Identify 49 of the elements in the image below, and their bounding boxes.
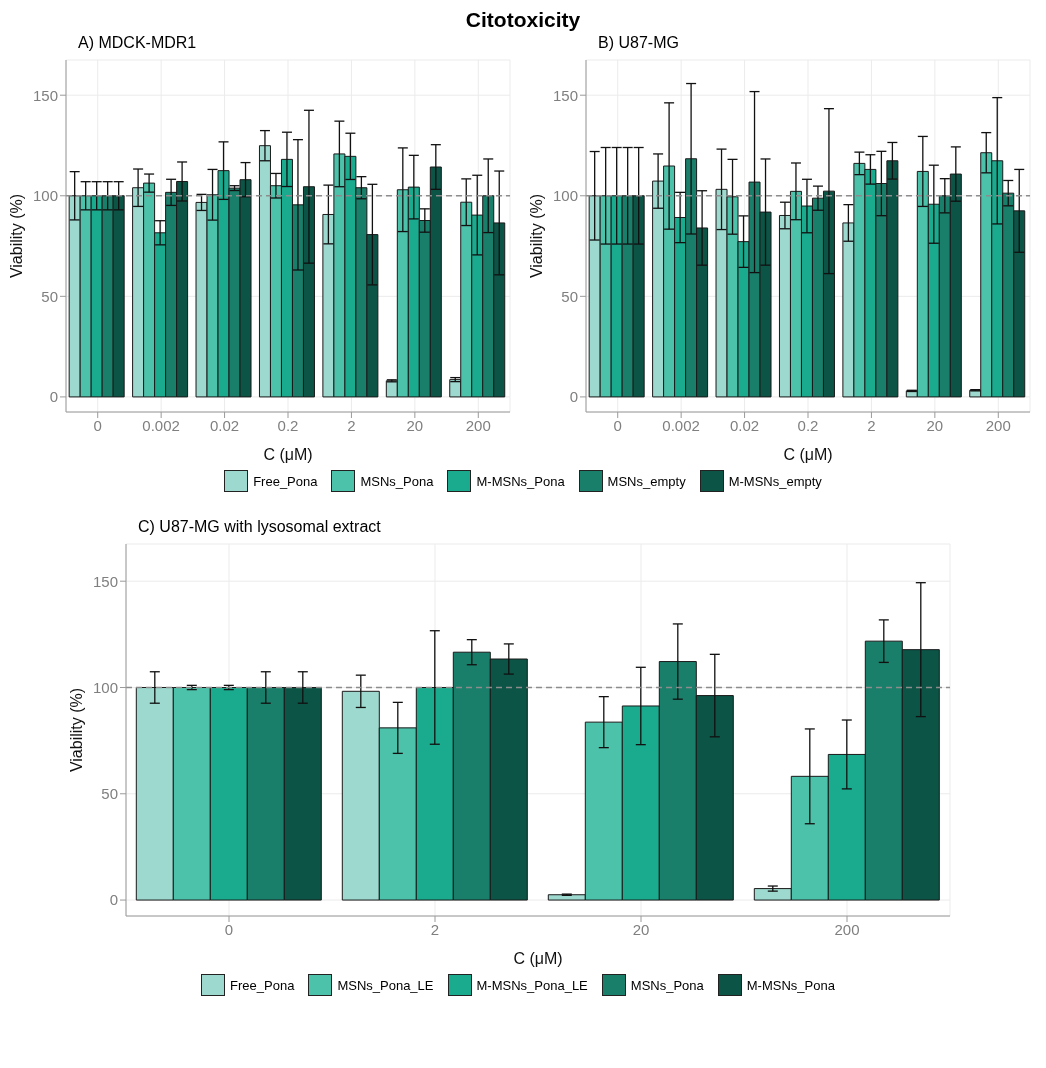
x-tick-label: 2 bbox=[867, 416, 876, 434]
x-tick-label: 200 bbox=[465, 416, 491, 434]
y-tick-label: 50 bbox=[41, 287, 58, 305]
x-tick-label: 0.02 bbox=[209, 416, 240, 434]
x-tick-label: 20 bbox=[406, 416, 424, 434]
y-tick-label: 100 bbox=[552, 187, 578, 205]
x-tick-label: 200 bbox=[985, 416, 1011, 434]
x-tick-label: 0.02 bbox=[729, 416, 760, 434]
legend-label: MSNs_Pona bbox=[630, 977, 704, 993]
y-tick-label: 150 bbox=[92, 572, 118, 590]
y-tick-label: 150 bbox=[32, 86, 58, 104]
x-tick-label: 0.002 bbox=[142, 416, 180, 434]
chart-subtitle: A) MDCK-MDR1 bbox=[78, 34, 198, 52]
chart-subtitle: C) U87-MG with lysosomal extract bbox=[138, 518, 382, 536]
y-tick-label: 0 bbox=[109, 891, 118, 909]
x-tick-label: 2 bbox=[430, 920, 440, 938]
x-tick-label: 0.2 bbox=[277, 416, 299, 434]
x-tick-label: 2 bbox=[347, 416, 356, 434]
legend-label: M-MSNs_Pona_LE bbox=[476, 977, 588, 993]
x-tick-label: 0 bbox=[224, 920, 234, 938]
x-tick-label: 20 bbox=[632, 920, 650, 938]
x-tick-label: 20 bbox=[926, 416, 944, 434]
legend-label: MSNs_empty bbox=[607, 473, 686, 489]
x-tick-label: 0 bbox=[613, 416, 622, 434]
x-tick-label: 200 bbox=[834, 920, 860, 938]
y-axis-title: Viability (%) bbox=[527, 193, 545, 279]
y-tick-label: 100 bbox=[32, 187, 58, 205]
legend-label: M-MSNs_Pona bbox=[746, 977, 835, 993]
chart-subtitle: B) U87-MG bbox=[598, 34, 680, 52]
legend-label: MSNs_Pona bbox=[360, 473, 434, 489]
y-tick-label: 0 bbox=[569, 388, 578, 406]
legend-label: M-MSNs_Pona bbox=[476, 473, 565, 489]
y-axis-title: Viability (%) bbox=[7, 193, 25, 279]
legend-label: M-MSNs_empty bbox=[728, 473, 822, 489]
x-axis-title: C (μM) bbox=[783, 446, 833, 463]
chart-title: Citotoxicity bbox=[464, 8, 582, 32]
y-tick-label: 50 bbox=[101, 785, 118, 803]
x-tick-label: 0.002 bbox=[662, 416, 700, 434]
y-tick-label: 0 bbox=[49, 388, 58, 406]
x-axis-title: C (μM) bbox=[513, 950, 563, 967]
x-axis-title: C (μM) bbox=[263, 446, 313, 463]
legend-label: Free_Pona bbox=[230, 977, 295, 993]
legend-label: Free_Pona bbox=[253, 473, 318, 489]
x-tick-label: 0.2 bbox=[797, 416, 819, 434]
y-tick-label: 100 bbox=[92, 678, 118, 696]
y-axis-title: Viability (%) bbox=[67, 687, 85, 773]
y-tick-label: 50 bbox=[561, 287, 578, 305]
y-tick-label: 150 bbox=[552, 86, 578, 104]
legend-label: MSNs_Pona_LE bbox=[337, 977, 434, 993]
